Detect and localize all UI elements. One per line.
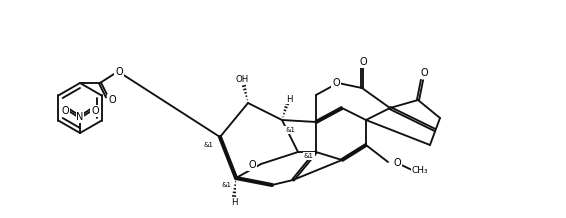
Text: O: O [332,78,340,88]
Text: O: O [91,106,99,116]
Text: &1: &1 [221,182,231,188]
Text: O: O [61,106,69,116]
Text: O: O [248,160,256,170]
Text: H: H [286,94,292,104]
Text: &1: &1 [285,127,295,133]
Text: O: O [108,95,116,105]
Text: O: O [248,160,256,170]
Text: O: O [359,57,367,67]
Text: &1: &1 [204,142,214,148]
Text: O: O [115,67,123,77]
Text: O: O [393,158,401,168]
Text: H: H [231,198,237,206]
Text: CH₃: CH₃ [411,165,428,174]
Text: O: O [420,68,428,78]
Text: &1: &1 [304,153,314,159]
Text: N: N [76,112,84,122]
Text: O: O [115,67,123,77]
Text: OH: OH [235,75,248,83]
